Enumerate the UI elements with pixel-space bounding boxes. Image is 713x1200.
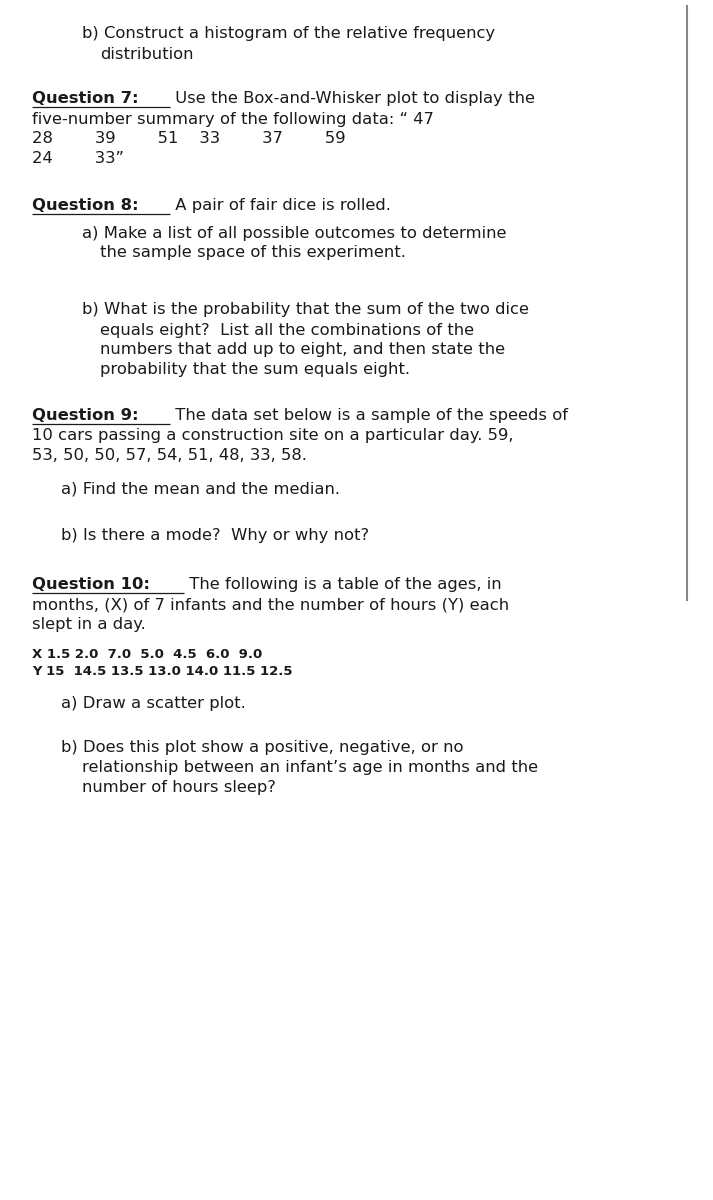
Text: 53, 50, 50, 57, 54, 51, 48, 33, 58.: 53, 50, 50, 57, 54, 51, 48, 33, 58. [32, 448, 307, 462]
Text: the sample space of this experiment.: the sample space of this experiment. [100, 245, 406, 259]
Text: 28        39        51    33        37        59: 28 39 51 33 37 59 [32, 131, 346, 145]
Text: b) Is there a mode?  Why or why not?: b) Is there a mode? Why or why not? [61, 528, 369, 542]
Text: a) Find the mean and the median.: a) Find the mean and the median. [61, 481, 339, 497]
Text: X 1.5 2.0  7.0  5.0  4.5  6.0  9.0: X 1.5 2.0 7.0 5.0 4.5 6.0 9.0 [32, 648, 262, 661]
Text: slept in a day.: slept in a day. [32, 617, 146, 631]
Text: distribution: distribution [100, 47, 193, 61]
Text: a) Make a list of all possible outcomes to determine: a) Make a list of all possible outcomes … [82, 226, 506, 240]
Text: months, (X) of 7 infants and the number of hours (Y) each: months, (X) of 7 infants and the number … [32, 598, 509, 612]
Text: probability that the sum equals eight.: probability that the sum equals eight. [100, 362, 410, 377]
Text: equals eight?  List all the combinations of the: equals eight? List all the combinations … [100, 323, 474, 338]
Text: The following is a table of the ages, in: The following is a table of the ages, in [185, 577, 502, 592]
Text: Use the Box-and-Whisker plot to display the: Use the Box-and-Whisker plot to display … [170, 91, 535, 107]
Text: b) Does this plot show a positive, negative, or no: b) Does this plot show a positive, negat… [61, 740, 463, 756]
Text: A pair of fair dice is rolled.: A pair of fair dice is rolled. [170, 198, 391, 214]
Text: 10 cars passing a construction site on a particular day. 59,: 10 cars passing a construction site on a… [32, 428, 513, 443]
Text: The data set below is a sample of the speeds of: The data set below is a sample of the sp… [170, 408, 568, 422]
Text: five-number summary of the following data: “ 47: five-number summary of the following dat… [32, 112, 434, 126]
Text: Question 7:: Question 7: [32, 91, 139, 107]
Text: numbers that add up to eight, and then state the: numbers that add up to eight, and then s… [100, 342, 505, 358]
Text: Question 8:: Question 8: [32, 198, 139, 214]
Text: Y 15  14.5 13.5 13.0 14.0 11.5 12.5: Y 15 14.5 13.5 13.0 14.0 11.5 12.5 [32, 665, 292, 678]
Text: number of hours sleep?: number of hours sleep? [82, 780, 276, 794]
Text: a) Draw a scatter plot.: a) Draw a scatter plot. [61, 696, 245, 710]
Text: b) Construct a histogram of the relative frequency: b) Construct a histogram of the relative… [82, 26, 496, 41]
Text: Question 9:: Question 9: [32, 408, 139, 422]
Text: 24        33”: 24 33” [32, 151, 124, 166]
Text: b) What is the probability that the sum of the two dice: b) What is the probability that the sum … [82, 302, 529, 317]
Text: relationship between an infant’s age in months and the: relationship between an infant’s age in … [82, 760, 538, 775]
Text: Question 10:: Question 10: [32, 577, 150, 592]
